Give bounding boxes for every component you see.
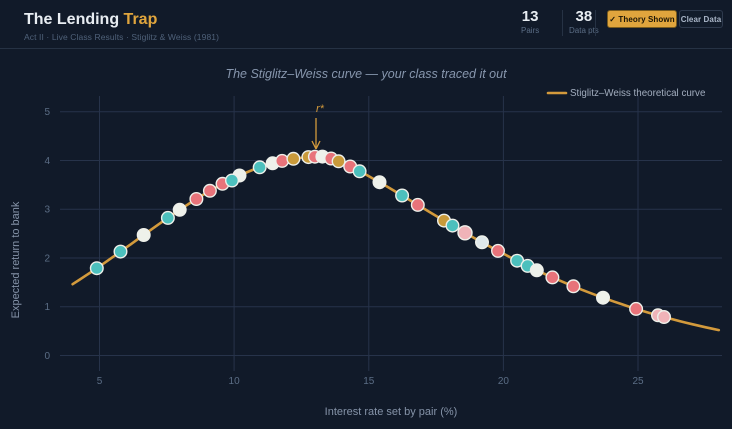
svg-text:5: 5 [97, 376, 103, 387]
svg-text:Expected return to bank: Expected return to bank [10, 201, 22, 318]
svg-text:r*: r* [316, 103, 325, 115]
svg-text:20: 20 [498, 376, 510, 387]
svg-text:Interest rate set by pair (%): Interest rate set by pair (%) [325, 406, 458, 418]
svg-text:3: 3 [44, 205, 50, 216]
svg-text:2: 2 [44, 254, 50, 265]
svg-text:25: 25 [632, 376, 644, 387]
svg-text:1: 1 [44, 302, 50, 313]
svg-text:5: 5 [44, 107, 50, 118]
svg-text:Stiglitz–Weiss theoretical cur: Stiglitz–Weiss theoretical curve [570, 88, 706, 99]
svg-text:4: 4 [44, 156, 50, 167]
svg-text:10: 10 [229, 376, 241, 387]
svg-text:0: 0 [44, 351, 50, 362]
svg-text:15: 15 [363, 376, 375, 387]
